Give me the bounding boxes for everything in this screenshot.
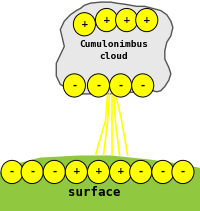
Text: -: -: [138, 167, 142, 177]
Polygon shape: [0, 156, 200, 211]
Text: -: -: [180, 167, 184, 177]
Circle shape: [95, 8, 117, 32]
Circle shape: [129, 160, 151, 184]
Circle shape: [151, 160, 173, 184]
Circle shape: [21, 160, 43, 184]
Text: +: +: [94, 168, 102, 176]
Text: surface: surface: [68, 185, 120, 199]
Text: -: -: [10, 167, 14, 177]
Text: -: -: [72, 80, 76, 91]
Text: +: +: [142, 16, 150, 24]
Circle shape: [87, 160, 109, 184]
Text: Cumulonimbus
cloud: Cumulonimbus cloud: [79, 40, 147, 61]
Text: +: +: [122, 16, 130, 24]
Circle shape: [63, 74, 85, 97]
Circle shape: [109, 160, 131, 184]
Polygon shape: [56, 2, 172, 94]
Text: -: -: [140, 80, 144, 91]
Text: +: +: [102, 16, 110, 24]
Circle shape: [1, 160, 23, 184]
Circle shape: [131, 74, 153, 97]
Text: -: -: [52, 167, 56, 177]
Text: -: -: [96, 80, 100, 91]
Text: +: +: [116, 168, 124, 176]
Text: -: -: [160, 167, 164, 177]
Circle shape: [109, 74, 131, 97]
Text: +: +: [72, 168, 80, 176]
Circle shape: [115, 8, 137, 32]
Circle shape: [65, 160, 87, 184]
Circle shape: [135, 8, 157, 32]
Circle shape: [87, 74, 109, 97]
Circle shape: [73, 13, 95, 36]
Text: -: -: [118, 80, 122, 91]
Text: +: +: [80, 20, 88, 29]
Circle shape: [43, 160, 65, 184]
Circle shape: [171, 160, 193, 184]
Text: -: -: [30, 167, 34, 177]
